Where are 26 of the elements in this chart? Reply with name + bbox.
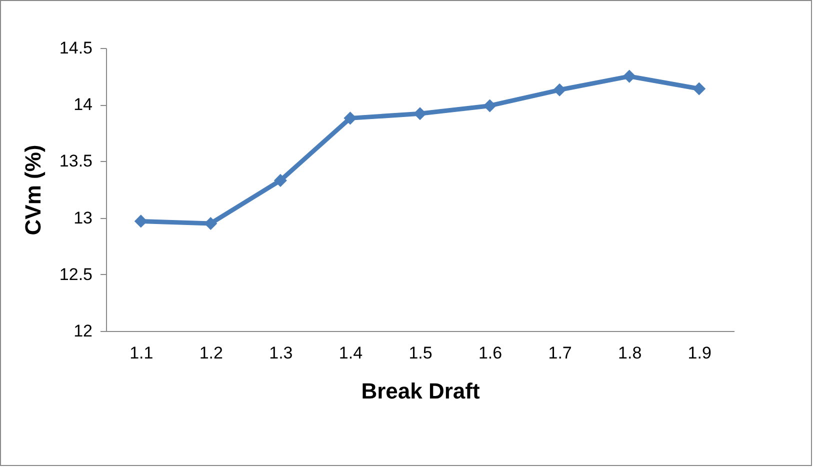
y-tick-label: 13 (74, 208, 92, 228)
x-tick-label: 1.8 (618, 344, 642, 362)
x-tick-label: 1.4 (338, 344, 363, 362)
point (274, 174, 287, 187)
x-tick-label: 1.3 (269, 344, 293, 362)
x-tick-label: 1.2 (199, 344, 223, 362)
point (622, 70, 636, 83)
y-axis-title: CVm (%) (20, 144, 46, 236)
point (204, 216, 218, 230)
x-tick-label: 1.1 (130, 344, 154, 362)
x-tick-label: 1.7 (548, 344, 572, 362)
point (483, 99, 496, 112)
point (692, 82, 706, 96)
x-tick-label: 1.5 (408, 344, 432, 362)
x-axis-title: Break Draft (361, 378, 480, 404)
y-tick-label: 12 (74, 322, 92, 340)
y-tick-label: 14 (74, 95, 92, 114)
x-tick-label: 1.9 (688, 344, 712, 362)
point (134, 214, 148, 228)
point (553, 83, 566, 96)
x-tick-label: 1.6 (478, 344, 502, 362)
point (344, 112, 357, 125)
y-tick-label: 13.5 (59, 152, 92, 171)
y-tick-label: 12.5 (59, 264, 92, 284)
point (413, 107, 427, 120)
y-tick-label: 14.5 (59, 38, 92, 58)
